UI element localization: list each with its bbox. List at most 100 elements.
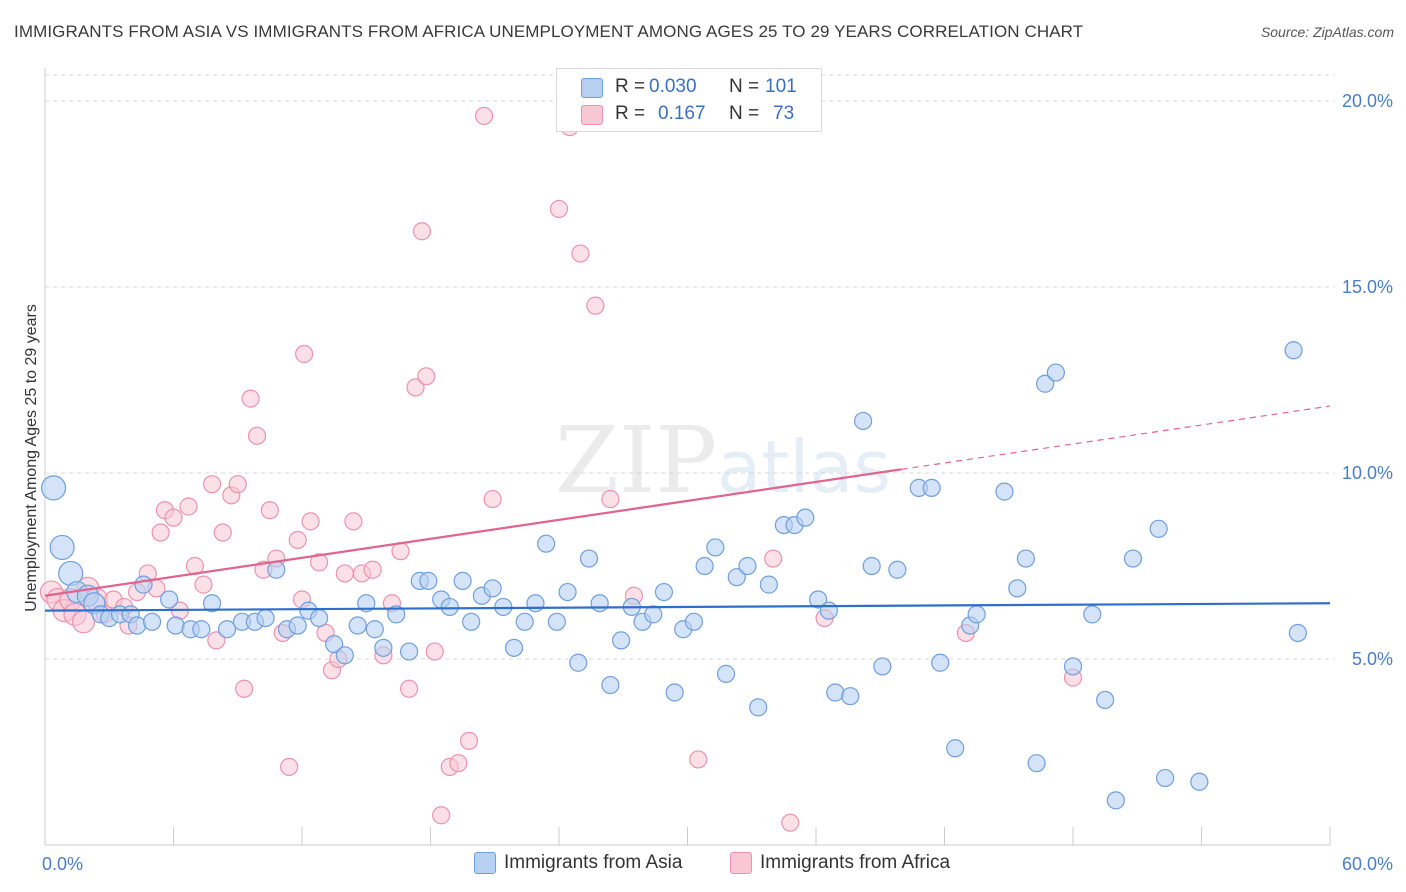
data-point-asia — [946, 739, 965, 758]
data-point-africa — [335, 564, 354, 583]
data-point-africa — [260, 501, 279, 520]
data-point-africa — [781, 813, 800, 832]
data-point-asia — [515, 612, 534, 631]
data-point-africa — [288, 530, 307, 550]
watermark: ZIP atlas — [555, 407, 891, 514]
data-point-asia — [665, 683, 684, 702]
y-axis-label: Unemployment Among Ages 25 to 29 years — [23, 304, 40, 612]
data-point-africa — [483, 489, 502, 509]
watermark-zip: ZIP — [555, 407, 717, 514]
watermark-atlas: atlas — [717, 425, 891, 509]
data-point-asia — [537, 534, 556, 553]
trend-line-africa-extension — [901, 405, 1331, 470]
data-point-africa — [363, 560, 382, 579]
data-point-africa — [601, 489, 620, 509]
data-point-africa — [207, 631, 226, 650]
data-point-asia — [440, 597, 459, 617]
data-point-asia — [1063, 657, 1083, 676]
axes — [44, 68, 1331, 846]
data-point-asia — [1036, 374, 1055, 393]
data-point-asia — [862, 556, 881, 576]
y-tick-label: 5.0% — [1352, 649, 1393, 669]
data-point-asia — [1008, 579, 1027, 598]
data-point-asia — [1149, 519, 1168, 538]
data-point-asia — [1123, 549, 1143, 568]
data-point-asia — [40, 475, 67, 501]
data-point-asia — [387, 605, 406, 624]
data-point-africa — [228, 475, 247, 494]
data-point-asia — [590, 594, 609, 613]
trend-lines — [44, 405, 1331, 612]
legend-r-value: 0.030 — [649, 76, 697, 97]
data-point-asia — [267, 560, 286, 579]
trend-line-asia — [44, 602, 1331, 612]
data-point-asia — [453, 571, 472, 590]
data-point-asia — [348, 616, 367, 635]
legend-r-label: R = — [615, 103, 646, 124]
data-point-asia — [217, 620, 237, 639]
legend-n-label: N = — [729, 76, 760, 97]
data-point-asia — [1284, 341, 1303, 360]
data-point-asia — [1106, 791, 1125, 810]
data-point-asia — [357, 594, 376, 613]
data-point-africa — [425, 642, 444, 661]
data-point-asia — [335, 646, 354, 665]
legend-swatch-asia — [474, 852, 496, 874]
data-point-africa — [432, 806, 451, 825]
data-point-asia — [1155, 768, 1175, 788]
data-point-asia — [202, 594, 222, 613]
data-point-africa — [764, 549, 783, 568]
series-asia — [40, 341, 1307, 810]
data-point-asia — [841, 687, 860, 706]
data-point-africa — [280, 757, 299, 776]
y-tick-label: 15.0% — [1342, 277, 1393, 297]
data-point-asia — [922, 478, 941, 497]
legend-swatch-asia — [581, 78, 603, 98]
data-point-asia — [256, 608, 275, 628]
data-point-africa — [235, 679, 254, 698]
data-point-africa — [310, 553, 329, 572]
data-point-asia — [759, 575, 778, 594]
data-point-asia — [547, 612, 566, 631]
data-point-africa — [151, 523, 170, 542]
data-point-asia — [826, 683, 845, 702]
legend-label-asia: Immigrants from Asia — [504, 852, 683, 873]
legend-row-africa: R = 0.167 N = 73 — [557, 101, 821, 127]
data-point-asia — [967, 605, 986, 624]
data-point-africa — [194, 575, 213, 594]
data-point-asia — [931, 653, 950, 672]
data-point-asia — [166, 616, 185, 635]
chart-title: IMMIGRANTS FROM ASIA VS IMMIGRANTS FROM … — [14, 22, 1084, 41]
data-point-asia — [1046, 363, 1065, 382]
data-point-africa — [241, 389, 260, 408]
data-point-africa — [202, 475, 222, 494]
data-point-asia — [738, 556, 757, 576]
data-point-africa — [689, 750, 708, 769]
data-point-africa — [399, 679, 419, 698]
data-point-asia — [49, 534, 75, 561]
legend-r-label: R = — [615, 76, 646, 97]
data-point-asia — [558, 582, 577, 602]
data-point-africa — [247, 426, 267, 445]
data-point-asia — [819, 601, 838, 620]
data-point-africa — [406, 378, 425, 397]
data-point-asia — [854, 411, 873, 431]
grid-lines — [45, 74, 1335, 660]
data-point-africa — [295, 344, 314, 364]
data-point-asia — [873, 657, 892, 676]
data-point-africa — [344, 512, 363, 531]
data-point-asia — [796, 508, 815, 527]
data-point-asia — [749, 698, 768, 717]
legend-swatch-africa — [730, 852, 752, 874]
y-tick-label: 10.0% — [1342, 463, 1393, 483]
data-point-africa — [71, 610, 96, 634]
data-point-africa — [474, 106, 494, 126]
data-point-asia — [1190, 772, 1209, 791]
legend-r-value: 0.167 — [658, 103, 706, 124]
data-point-africa — [179, 497, 198, 516]
data-point-asia — [399, 642, 419, 661]
data-point-asia — [504, 638, 524, 657]
legend-label-africa: Immigrants from Africa — [760, 852, 951, 873]
data-point-asia — [192, 620, 211, 639]
stats-legend: R = 0.030 N = 101 R = 0.167 N = 73 — [556, 68, 822, 132]
